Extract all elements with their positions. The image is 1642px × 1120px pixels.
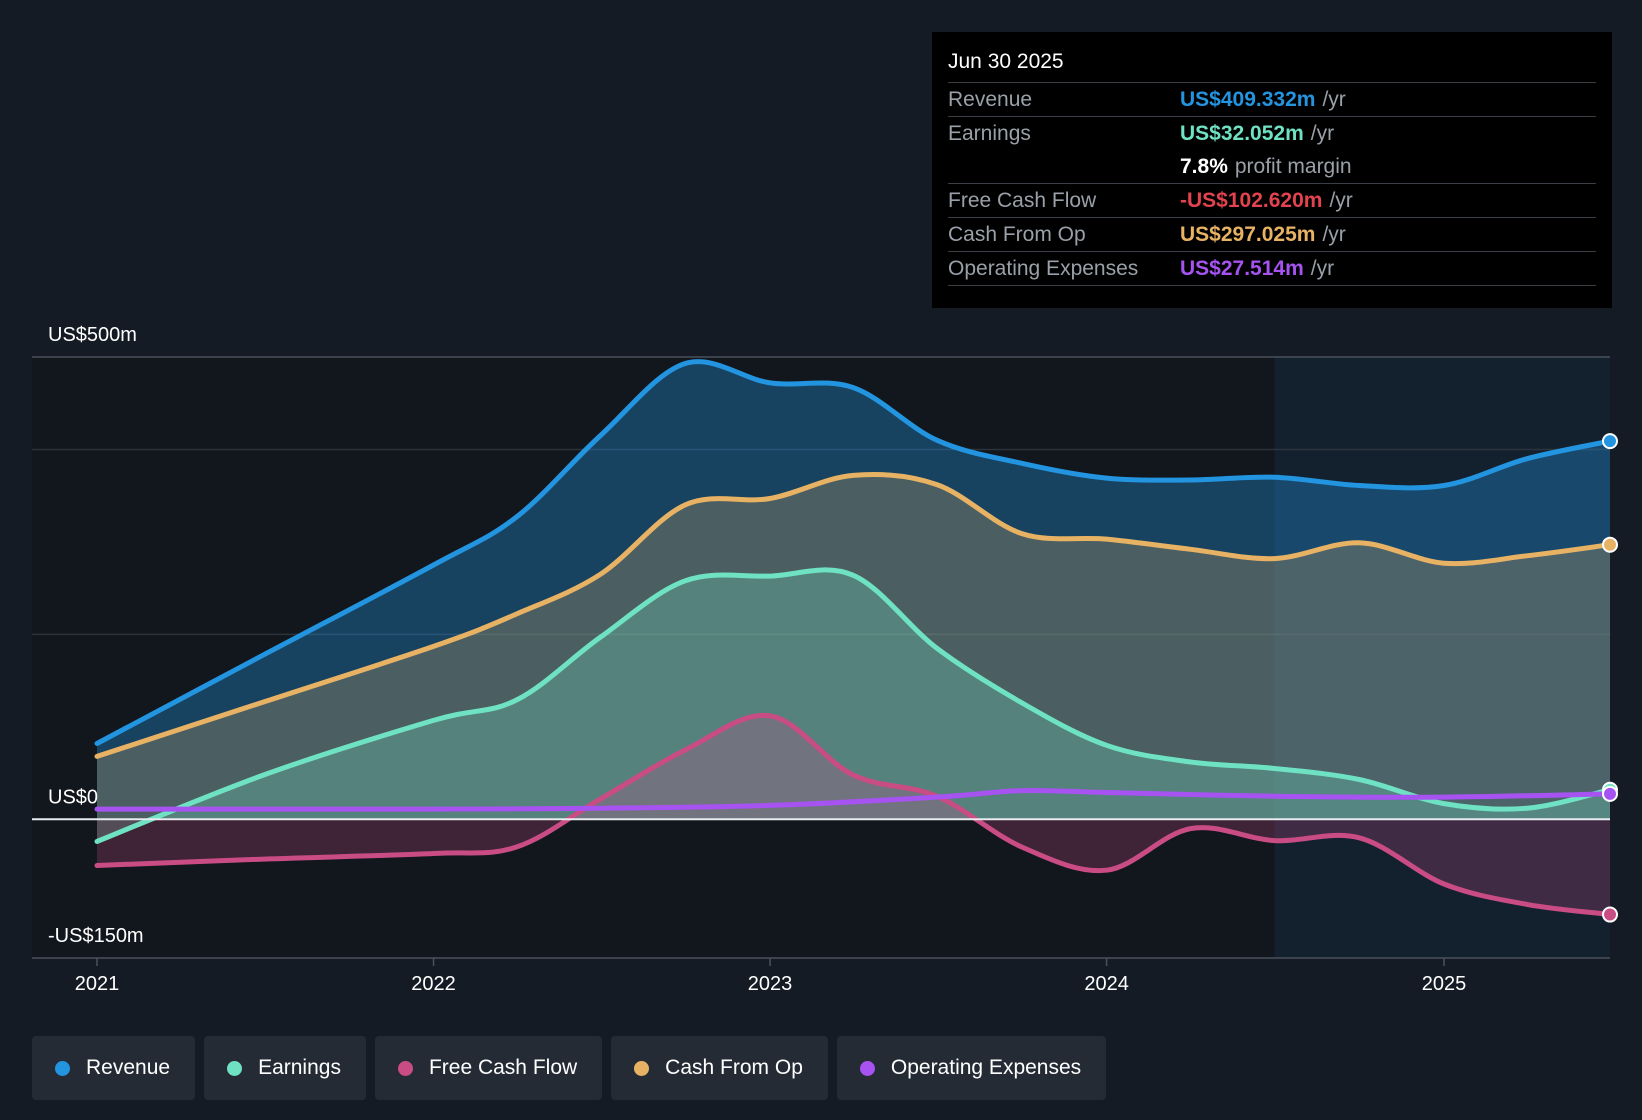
tooltip-unit: /yr — [1310, 122, 1335, 145]
chart-area: US$500m US$0 -US$150m 2021 2022 2023 2024 2025 — [32, 324, 1618, 995]
tooltip-unit: /yr — [1322, 223, 1346, 246]
revenue-dot-icon — [55, 1060, 70, 1076]
free_cash_flow-end-point — [1602, 906, 1618, 923]
operating_expenses-end-point — [1602, 785, 1618, 802]
legend-item-operating-expenses[interactable]: Operating Expenses — [836, 1036, 1107, 1100]
legend-label: Revenue — [86, 1056, 171, 1079]
highlight-band — [1274, 357, 1610, 958]
free-cash-flow-dot-icon — [397, 1060, 413, 1076]
line-area-chart: US$500m US$0 -US$150m 2021 2022 2023 2024 2025 — [32, 324, 1618, 995]
legend-item-revenue[interactable]: Revenue — [32, 1036, 196, 1100]
tooltip-row-cash-from-op: Cash From Op US$297.025m /yr — [948, 218, 1596, 252]
tooltip-label: Cash From Op — [948, 223, 1086, 246]
tooltip-value: US$32.052m — [1180, 122, 1304, 145]
chart-legend: Revenue Earnings Free Cash Flow Cash Fro… — [32, 1036, 1107, 1100]
tooltip-row-earnings: Earnings US$32.052m /yr — [948, 117, 1596, 150]
y-axis-label: US$0 — [48, 786, 98, 808]
tooltip-value: 7.8% — [1180, 155, 1228, 178]
tooltip-date: Jun 30 2025 — [948, 46, 1596, 83]
tooltip-unit: /yr — [1322, 88, 1346, 111]
tooltip-row-revenue: Revenue US$409.332m /yr — [948, 83, 1596, 117]
x-axis-label: 2021 — [75, 973, 120, 995]
legend-item-earnings[interactable]: Earnings — [204, 1036, 366, 1100]
legend-label: Cash From Op — [665, 1056, 803, 1079]
legend-label: Earnings — [258, 1056, 341, 1079]
hover-tooltip: Jun 30 2025 Revenue US$409.332m /yr Earn… — [932, 32, 1612, 308]
y-axis-label: -US$150m — [48, 925, 144, 947]
free_cash_flow-area — [97, 715, 1610, 915]
tooltip-label: Free Cash Flow — [948, 189, 1097, 212]
tooltip-value: US$27.514m — [1180, 257, 1304, 280]
x-axis-label: 2025 — [1422, 973, 1467, 995]
tooltip-unit: /yr — [1310, 257, 1335, 280]
legend-item-cash-from-op[interactable]: Cash From Op — [611, 1036, 828, 1100]
tooltip-label: Revenue — [948, 88, 1033, 111]
earnings-dot-icon — [227, 1060, 243, 1076]
legend-label: Free Cash Flow — [428, 1056, 578, 1079]
cash_from_op-end-point — [1602, 536, 1618, 553]
cash-from-op-dot-icon — [634, 1060, 650, 1076]
tooltip-label: Operating Expenses — [948, 257, 1139, 280]
tooltip-row-operating-expenses: Operating Expenses US$27.514m /yr — [948, 252, 1596, 286]
x-axis-label: 2023 — [748, 973, 793, 995]
tooltip-label — [948, 150, 1180, 183]
operating_expenses-line — [94, 787, 1613, 812]
x-axis-label: 2022 — [411, 973, 456, 995]
revenue-line — [94, 359, 1613, 746]
earnings-area — [97, 569, 1610, 842]
legend-item-free-cash-flow[interactable]: Free Cash Flow — [374, 1036, 603, 1100]
tooltip-value: US$409.332m — [1180, 88, 1316, 111]
cash_from_op-line — [94, 471, 1613, 759]
tooltip-label: Earnings — [948, 122, 1031, 145]
x-axis-label: 2024 — [1084, 973, 1129, 995]
y-axis-label: US$500m — [48, 324, 137, 346]
free_cash_flow-line — [94, 712, 1613, 917]
tooltip-value: -US$102.620m — [1180, 189, 1323, 212]
operating-expenses-dot-icon — [859, 1060, 875, 1076]
earnings-line — [94, 567, 1613, 844]
cash_from_op-area — [97, 474, 1610, 820]
legend-label: Operating Expenses — [890, 1056, 1082, 1079]
tooltip-row-profit-margin: 7.8% profit margin — [948, 150, 1596, 184]
tooltip-unit: /yr — [1329, 189, 1353, 212]
revenue-area — [97, 361, 1610, 820]
tooltip-row-free-cash-flow: Free Cash Flow -US$102.620m /yr — [948, 184, 1596, 218]
tooltip-unit: profit margin — [1234, 155, 1352, 178]
revenue-end-point — [1602, 433, 1618, 450]
tooltip-value: US$297.025m — [1180, 223, 1316, 246]
